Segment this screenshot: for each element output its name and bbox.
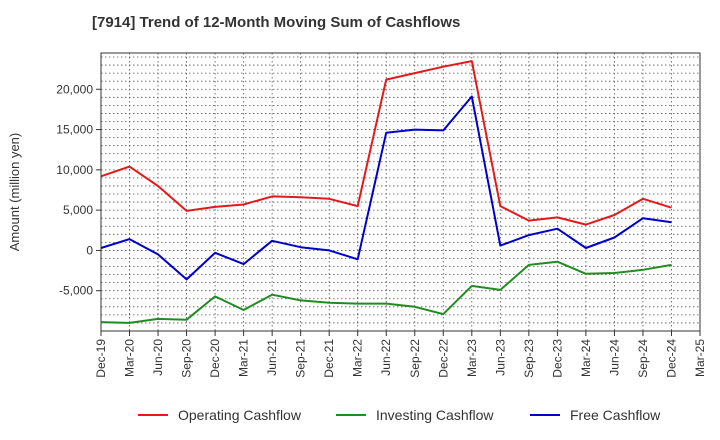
y-tick-label: 20,000 (56, 82, 93, 96)
x-tick-label: Sep-21 (294, 339, 308, 378)
x-tick-label: Dec-19 (94, 339, 108, 378)
x-tick-label: Mar-22 (351, 339, 365, 377)
y-axis-ticks: -5,000 0 5,000 10,000 15,000 20,000 (56, 82, 101, 298)
x-tick-label: Sep-24 (636, 339, 650, 378)
series-lines (100, 60, 672, 324)
y-tick-label: -5,000 (59, 284, 93, 298)
grid (101, 53, 700, 331)
x-tick-label: Dec-23 (550, 339, 564, 378)
legend-label-free-cashflow: Free Cashflow (570, 407, 661, 423)
legend: Operating Cashflow Investing Cashflow Free… (138, 407, 661, 423)
series-line-investing-cashflow (100, 260, 672, 324)
x-axis-ticks: Dec-19 Mar-20 Jun-20 Sep-20 Dec-20 Mar-21 Jun-… (94, 331, 707, 378)
x-tick-label: Dec-24 (664, 339, 678, 378)
series-line-operating-cashflow (100, 60, 672, 226)
x-tick-label: Mar-25 (693, 339, 707, 377)
x-tick-label: Dec-22 (436, 339, 450, 378)
x-tick-label: Sep-23 (522, 339, 536, 378)
x-tick-label: Mar-24 (579, 339, 593, 377)
y-tick-label: 0 (86, 243, 93, 257)
x-tick-label: Jun-23 (493, 339, 507, 376)
legend-label-operating-cashflow: Operating Cashflow (178, 407, 302, 423)
x-tick-label: Mar-21 (237, 339, 251, 377)
y-tick-label: 15,000 (56, 123, 93, 137)
x-tick-label: Jun-21 (265, 339, 279, 376)
x-tick-label: Mar-23 (465, 339, 479, 377)
chart-title: [7914] Trend of 12-Month Moving Sum of C… (92, 14, 461, 31)
x-tick-label: Jun-22 (379, 339, 393, 376)
y-tick-label: 10,000 (56, 163, 93, 177)
series-line-free-cashflow (100, 95, 672, 281)
x-tick-label: Mar-20 (123, 339, 137, 377)
x-tick-label: Dec-21 (322, 339, 336, 378)
y-axis-label: Amount (million yen) (7, 133, 22, 252)
x-tick-label: Jun-20 (151, 339, 165, 376)
x-tick-label: Sep-20 (180, 339, 194, 378)
x-tick-label: Sep-22 (408, 339, 422, 378)
legend-label-investing-cashflow: Investing Cashflow (376, 407, 494, 423)
y-tick-label: 5,000 (63, 203, 93, 217)
x-tick-label: Jun-24 (607, 339, 621, 376)
x-tick-label: Dec-20 (208, 339, 222, 378)
plot-area (100, 52, 701, 332)
